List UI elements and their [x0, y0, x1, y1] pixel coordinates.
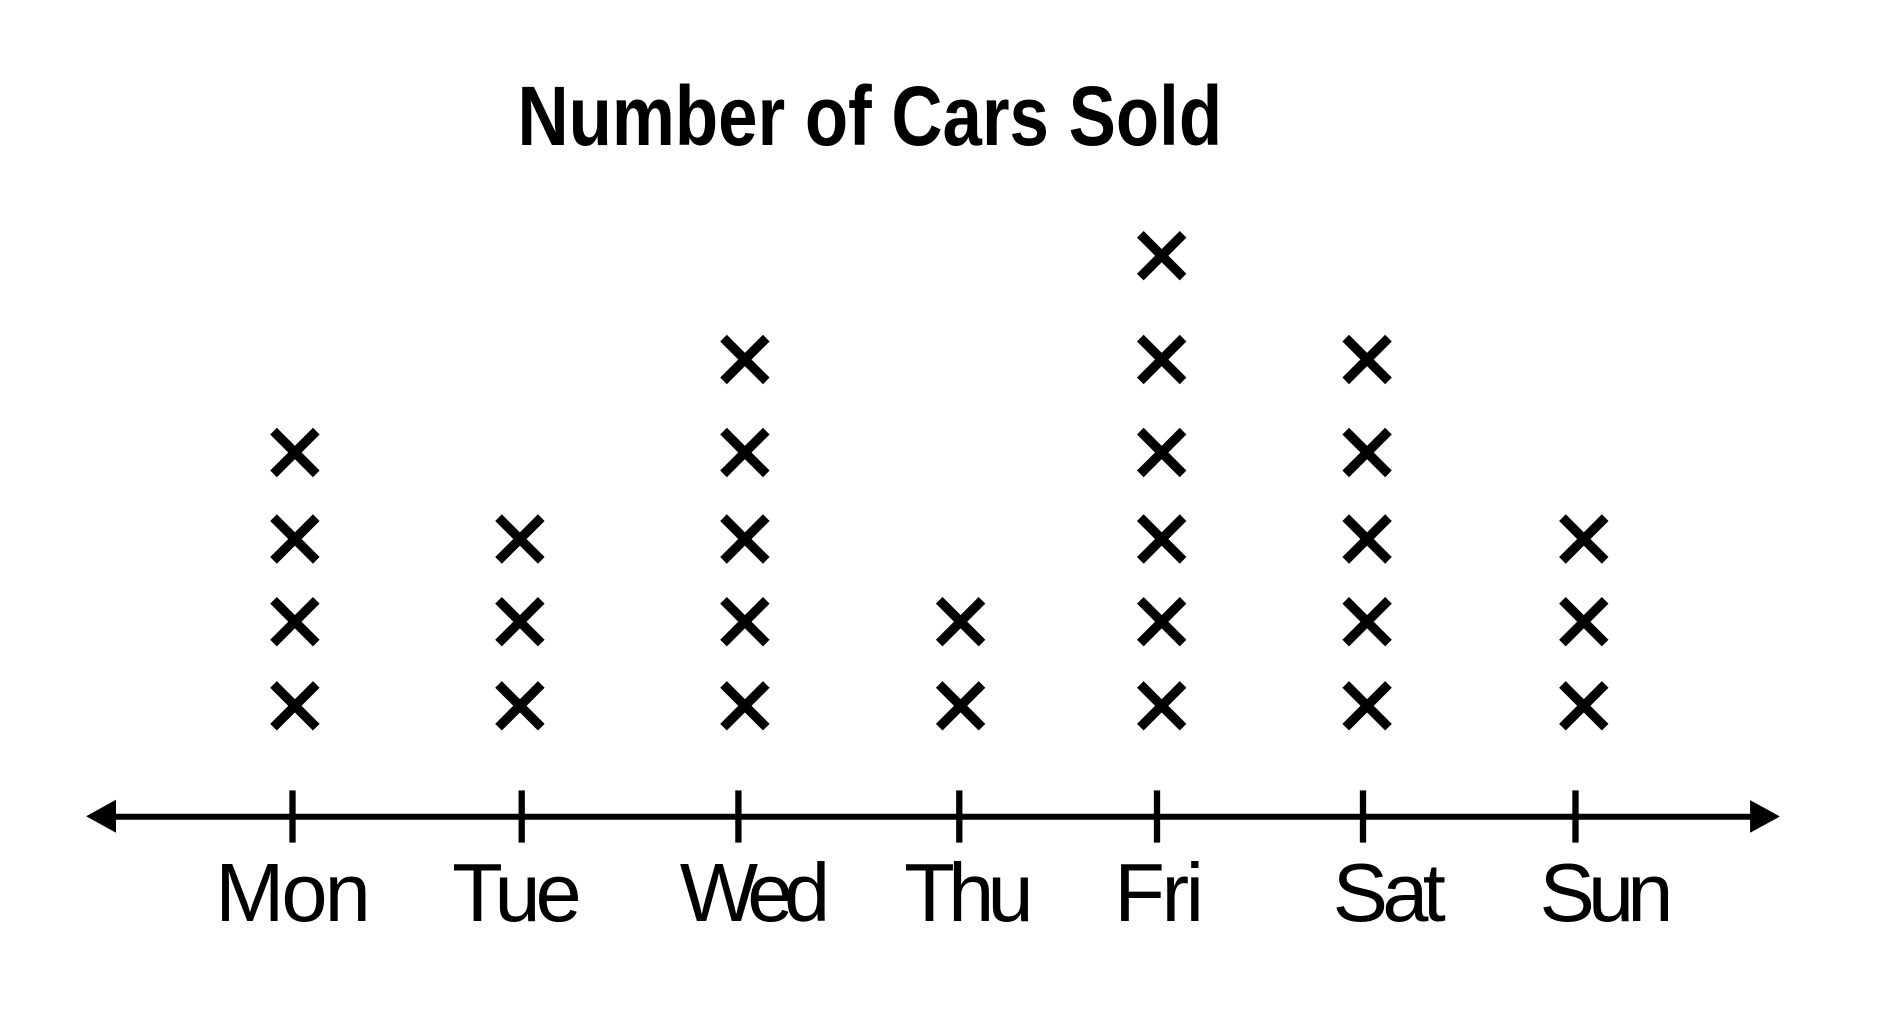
- svg-text:Fri: Fri: [1114, 846, 1204, 939]
- svg-text:Number of Cars Sold: Number of Cars Sold: [517, 69, 1222, 163]
- svg-text:Mon: Mon: [215, 846, 371, 939]
- svg-text:Tue: Tue: [452, 846, 582, 939]
- svg-text:Sun: Sun: [1540, 846, 1674, 939]
- svg-text:Sat: Sat: [1333, 846, 1446, 939]
- svg-text:Wed: Wed: [680, 846, 830, 939]
- svg-text:Thu: Thu: [904, 846, 1034, 939]
